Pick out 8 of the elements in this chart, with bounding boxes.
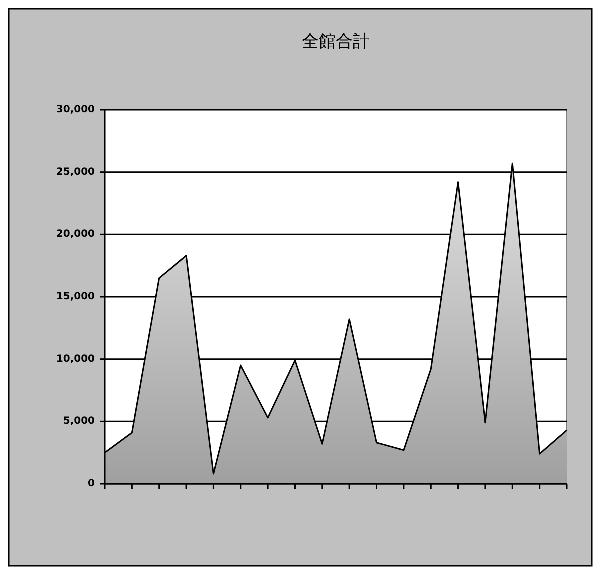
y-tick-label: 10,000 [56, 354, 96, 365]
y-tick-label: 30,000 [56, 104, 96, 116]
y-tick-label: 25,000 [56, 166, 96, 178]
y-tick-label: 0 [88, 478, 96, 490]
y-tick-label: 20,000 [56, 229, 96, 240]
chart-title: 全館合計 [302, 32, 370, 52]
y-tick-label: 5,000 [63, 416, 96, 428]
y-tick-label: 15,000 [56, 292, 96, 302]
